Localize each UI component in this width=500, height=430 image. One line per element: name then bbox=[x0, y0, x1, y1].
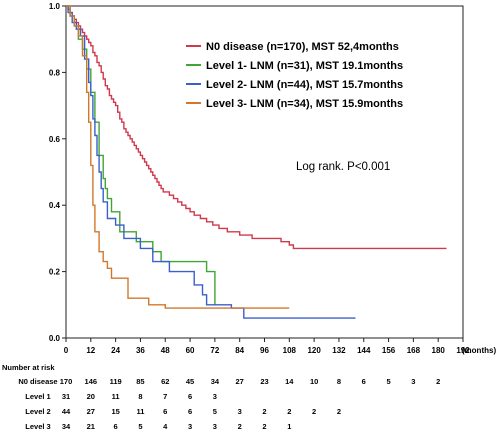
x-axis-label: (months) bbox=[462, 346, 497, 355]
y-tick-label: 0.0 bbox=[49, 334, 61, 343]
risk-cell: 11 bbox=[112, 392, 120, 401]
survival-curve-4 bbox=[66, 5, 290, 309]
legend-label-4: Level 3- LNM (n=34), MST 15.9months bbox=[206, 98, 403, 110]
risk-cell: 6 bbox=[188, 407, 192, 416]
x-tick-label: 156 bbox=[382, 346, 396, 355]
risk-row-label: N0 disease bbox=[18, 377, 57, 386]
risk-cell: 6 bbox=[163, 407, 167, 416]
x-tick-label: 84 bbox=[235, 346, 244, 355]
legend-label-1: N0 disease (n=170), MST 52,4months bbox=[206, 41, 399, 53]
y-tick-label: 0.8 bbox=[49, 68, 61, 77]
risk-cell: 146 bbox=[85, 377, 98, 386]
x-tick-label: 60 bbox=[186, 346, 195, 355]
y-tick-label: 1.0 bbox=[49, 2, 61, 11]
risk-cell: 21 bbox=[87, 422, 95, 430]
risk-cell: 3 bbox=[188, 422, 192, 430]
risk-cell: 2 bbox=[262, 407, 266, 416]
x-tick-label: 24 bbox=[111, 346, 120, 355]
risk-cell: 10 bbox=[310, 377, 318, 386]
axes: 0.0 0.2 0.4 0.6 0.8 1.0 0 12 24 36 48 60 72 84 96 108 12… bbox=[49, 2, 497, 355]
risk-cell: 31 bbox=[62, 392, 70, 401]
risk-cell: 3 bbox=[213, 392, 217, 401]
risk-cell: 8 bbox=[138, 392, 142, 401]
risk-cell: 15 bbox=[111, 407, 119, 416]
risk-cell: 85 bbox=[136, 377, 144, 386]
log-rank-annotation: Log rank. P<0.001 bbox=[296, 161, 390, 173]
risk-cell: 2 bbox=[337, 407, 341, 416]
risk-cell: 2 bbox=[287, 407, 291, 416]
x-tick-label: 72 bbox=[210, 346, 219, 355]
risk-cell: 62 bbox=[161, 377, 169, 386]
x-tick-label: 108 bbox=[283, 346, 297, 355]
legend-label-2: Level 1- LNM (n=31), MST 19.1months bbox=[206, 60, 403, 72]
survival-curves bbox=[66, 5, 447, 319]
risk-cell: 2 bbox=[312, 407, 316, 416]
risk-cell: 6 bbox=[362, 377, 366, 386]
plot-frame bbox=[65, 5, 464, 339]
y-tick-label: 0.4 bbox=[49, 201, 61, 210]
risk-cell: 8 bbox=[337, 377, 341, 386]
risk-cell: 3 bbox=[213, 422, 217, 430]
risk-row-label: Level 1 bbox=[25, 392, 50, 401]
risk-row-label: Level 2 bbox=[25, 407, 50, 416]
risk-cell: 5 bbox=[213, 407, 217, 416]
survival-curve-1 bbox=[66, 5, 447, 250]
risk-row-label: Level 3 bbox=[25, 422, 50, 430]
risk-cell: 45 bbox=[186, 377, 194, 386]
x-tick-label: 120 bbox=[307, 346, 321, 355]
risk-cell: 2 bbox=[238, 422, 242, 430]
x-tick-label: 132 bbox=[332, 346, 346, 355]
risk-cell: 34 bbox=[211, 377, 220, 386]
risk-cell: 11 bbox=[136, 407, 144, 416]
risk-cell: 2 bbox=[262, 422, 266, 430]
x-tick-label: 96 bbox=[260, 346, 269, 355]
x-tick-label: 144 bbox=[357, 346, 371, 355]
risk-table-title: Number at risk bbox=[2, 363, 55, 372]
legend-label-3: Level 2- LNM (n=44), MST 15.7months bbox=[206, 79, 403, 91]
risk-cell: 3 bbox=[238, 407, 242, 416]
risk-cell: 6 bbox=[188, 392, 192, 401]
risk-cell: 23 bbox=[260, 377, 268, 386]
x-tick-label: 0 bbox=[64, 346, 69, 355]
x-tick-label: 168 bbox=[407, 346, 421, 355]
risk-cell: 27 bbox=[236, 377, 244, 386]
legend: N0 disease (n=170), MST 52,4months Level … bbox=[186, 41, 403, 110]
risk-cell: 5 bbox=[386, 377, 390, 386]
risk-cell: 20 bbox=[87, 392, 95, 401]
risk-cell: 4 bbox=[163, 422, 168, 430]
risk-cell: 6 bbox=[114, 422, 118, 430]
risk-cell: 34 bbox=[62, 422, 71, 430]
risk-cell: 2 bbox=[436, 377, 440, 386]
y-tick-label: 0.6 bbox=[49, 135, 61, 144]
y-tick-label: 0.2 bbox=[49, 268, 61, 277]
x-tick-label: 12 bbox=[86, 346, 95, 355]
risk-cell: 119 bbox=[110, 377, 122, 386]
x-tick-label: 192 bbox=[456, 346, 470, 355]
risk-cell: 44 bbox=[62, 407, 71, 416]
x-tick-label: 36 bbox=[136, 346, 145, 355]
risk-cell: 5 bbox=[138, 422, 142, 430]
risk-cell: 170 bbox=[60, 377, 73, 386]
risk-cell: 3 bbox=[411, 377, 415, 386]
risk-cell: 14 bbox=[285, 377, 294, 386]
risk-cell: 27 bbox=[87, 407, 95, 416]
risk-cell: 7 bbox=[163, 392, 167, 401]
risk-cell: 1 bbox=[287, 422, 291, 430]
x-tick-label: 48 bbox=[161, 346, 170, 355]
x-tick-label: 180 bbox=[432, 346, 446, 355]
